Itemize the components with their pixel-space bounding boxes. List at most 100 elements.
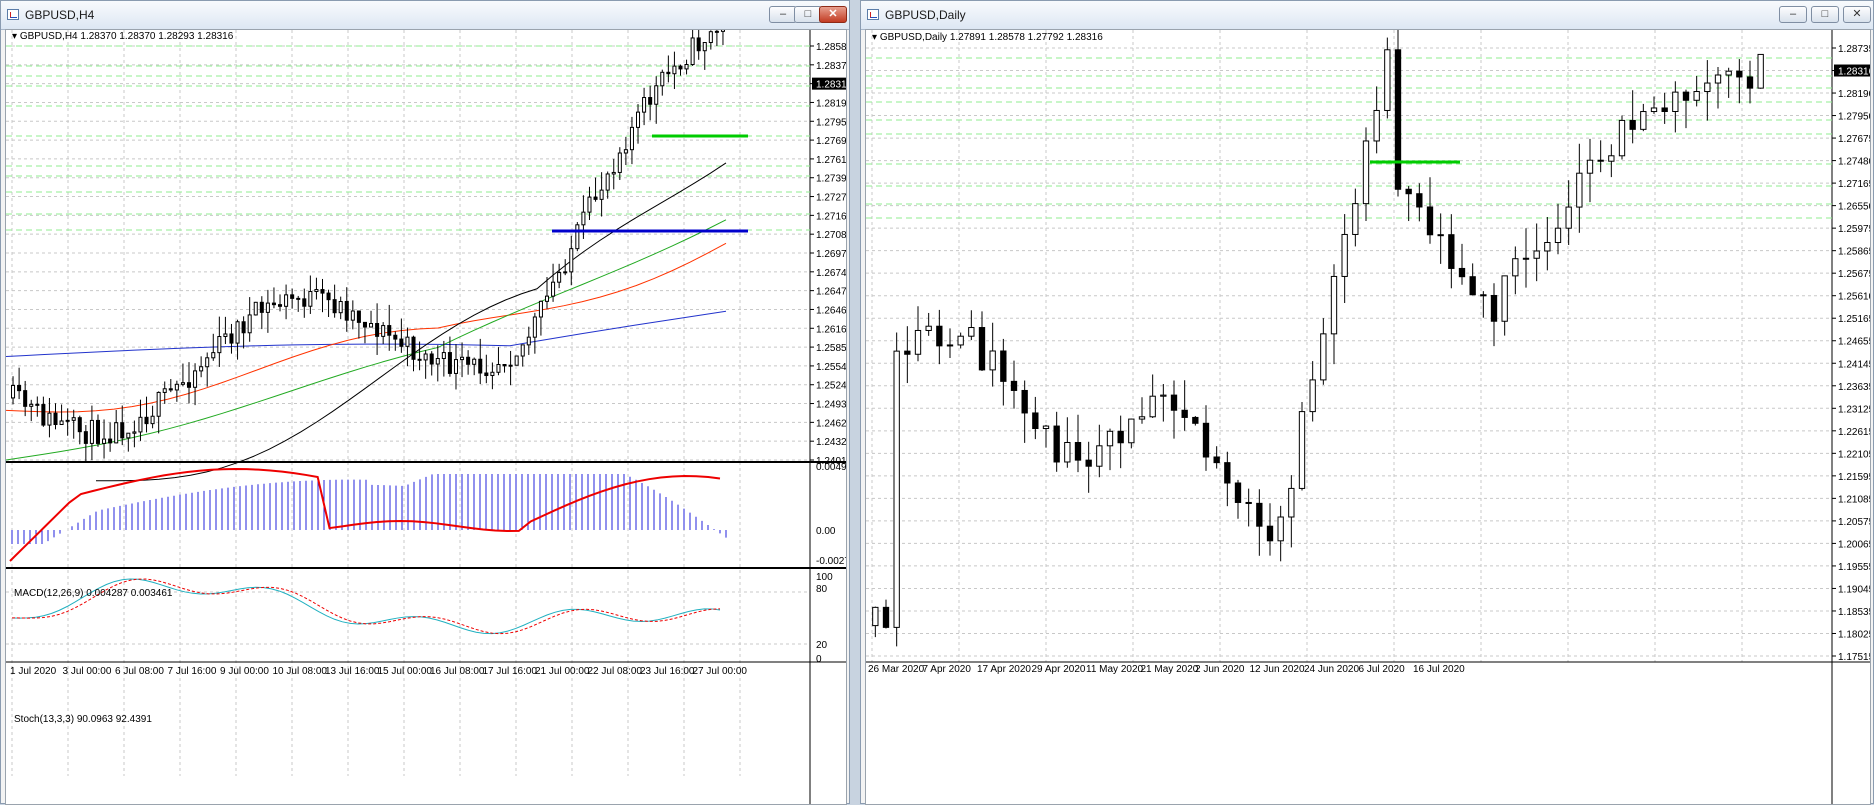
price-axis-label: 1.27950 — [816, 117, 847, 128]
daily-candle — [1490, 294, 1498, 322]
h4-chart-header: ▾ GBPUSD,H4 1.28370 1.28370 1.28293 1.28… — [12, 31, 234, 42]
h4-candle — [278, 304, 283, 307]
daily-candle — [1565, 206, 1572, 229]
h4-chart-canvas[interactable]: 1.28580 1.28375 1.28316 1.28190 1.27950 1.276… — [6, 30, 847, 805]
price-axis-label: 1.24655 — [1838, 337, 1871, 348]
h4-candle — [538, 300, 543, 318]
time-axis-label: 1 Jul 2020 — [10, 666, 57, 677]
h4-chart-window[interactable]: GBPUSD,H4 – □ ✕ 1.285801.283751.283161.2… — [0, 0, 850, 805]
h4-candle — [89, 419, 94, 444]
h4-price-chart[interactable]: 1.28580 1.28375 1.28316 1.28190 1.27950 1.276… — [5, 29, 847, 805]
daily-candle — [1640, 111, 1647, 130]
h4-candle — [314, 289, 319, 293]
time-axis-label: 16 Jul 2020 — [1413, 664, 1465, 675]
h4-candle — [684, 64, 689, 70]
daily-candle — [978, 327, 986, 371]
daily-candle — [882, 606, 890, 628]
price-axis-label: 1.18025 — [1838, 629, 1871, 640]
h4-candle — [369, 323, 374, 328]
close-button[interactable]: ✕ — [819, 6, 847, 23]
minimize-button[interactable]: – — [1779, 6, 1807, 23]
daily-candle — [1362, 140, 1370, 205]
h4-candle — [193, 370, 198, 388]
time-axis-label: 10 Jul 08:00 — [273, 666, 328, 677]
h4-candle — [617, 152, 622, 173]
time-axis-label: 21 May 2020 — [1141, 664, 1199, 675]
h4-candle — [332, 299, 337, 314]
h4-candle — [180, 382, 185, 385]
price-axis-label: 1.21595 — [1838, 472, 1871, 483]
h4-candle — [393, 334, 398, 340]
h4-candle — [53, 412, 58, 426]
h4-candle — [65, 419, 70, 422]
daily-price-chart[interactable]: 1.28735 1.28316 1.28190 1.27950 1.27675 1.274… — [865, 29, 1871, 805]
daily-candle — [1288, 487, 1295, 518]
price-axis-label: 1.25865 — [1838, 247, 1871, 258]
daily-candle — [1341, 233, 1348, 277]
h4-candle — [338, 301, 343, 314]
h4-candle — [460, 356, 465, 361]
h4-candle — [447, 352, 452, 374]
daily-window-titlebar[interactable]: GBPUSD,Daily – □ ✕ — [861, 1, 1873, 30]
h4-candle — [575, 224, 580, 250]
price-axis-label: 1.27480 — [1838, 157, 1871, 168]
maximize-button[interactable]: □ — [1811, 6, 1839, 23]
h4-candle — [223, 333, 228, 338]
price-axis-label: 1.22615 — [1838, 427, 1871, 438]
daily-chart-canvas[interactable]: 1.28735 1.28316 1.28190 1.27950 1.27675 1.274… — [866, 30, 1871, 805]
daily-candle — [1554, 227, 1562, 244]
current-price-label: 1.28316 — [816, 80, 847, 91]
daily-chart-header: ▾ GBPUSD,Daily 1.27891 1.28578 1.27792 1… — [872, 32, 1103, 43]
time-axis-label: 7 Apr 2020 — [923, 664, 972, 675]
stoch-scale-label: 0 — [816, 654, 822, 665]
price-axis-label: 1.25975 — [1838, 224, 1871, 235]
daily-chart-window[interactable]: GBPUSD,Daily – □ ✕ 1.28735 1.28316 1.28190… — [860, 0, 1874, 805]
stoch-signal-line — [11, 578, 721, 635]
daily-candle — [1000, 350, 1007, 382]
price-axis-label: 1.24930 — [816, 400, 847, 411]
time-axis-label: 3 Jul 00:00 — [63, 666, 112, 677]
daily-candle — [1533, 250, 1540, 259]
minimize-button[interactable]: – — [769, 6, 797, 23]
macd-scale-label: -0.002727 — [816, 556, 847, 567]
price-axis-label: 1.25675 — [1838, 269, 1871, 280]
h4-candle — [478, 358, 483, 374]
time-axis-label: 17 Apr 2020 — [977, 664, 1031, 675]
price-axis-label: 1.27080 — [816, 230, 847, 241]
h4-candle — [441, 352, 446, 360]
maximize-button[interactable]: □ — [794, 6, 822, 23]
h4-window-titlebar[interactable]: GBPUSD,H4 – □ ✕ — [1, 1, 849, 30]
time-axis-label: 6 Jul 08:00 — [115, 666, 164, 677]
chart-window-icon — [867, 9, 879, 20]
price-axis-label: 1.28190 — [1838, 89, 1871, 100]
daily-candle — [1608, 155, 1615, 162]
time-axis-label: 9 Jul 00:00 — [220, 666, 269, 677]
price-axis-label: 1.25610 — [1838, 292, 1871, 303]
price-axis-label: 1.25240 — [816, 381, 847, 392]
close-button[interactable]: ✕ — [1843, 6, 1871, 23]
h4-candle — [241, 321, 246, 334]
price-axis-label: 1.20575 — [1838, 517, 1871, 528]
stoch-scale-label: 20 — [816, 640, 828, 651]
h4-candle — [648, 97, 653, 105]
daily-candle — [1202, 422, 1210, 458]
h4-candle — [569, 248, 574, 273]
daily-candle — [1266, 525, 1274, 542]
daily-candle — [1170, 394, 1178, 411]
sma-red-line — [6, 242, 727, 413]
h4-candle — [247, 314, 252, 334]
h4-candle — [690, 37, 695, 66]
h4-candle — [678, 65, 683, 70]
h4-candle — [599, 189, 604, 200]
price-axis-label: 1.23125 — [1838, 404, 1871, 415]
h4-window-title: GBPUSD,H4 — [25, 8, 95, 22]
h4-candle — [714, 30, 719, 33]
stoch-scale-label: 80 — [816, 584, 828, 595]
h4-candle — [217, 336, 222, 354]
h4-candle — [593, 196, 598, 200]
h4-candle — [629, 126, 634, 151]
daily-candle — [1213, 456, 1220, 464]
daily-candle — [968, 327, 975, 337]
daily-candle — [1682, 91, 1690, 101]
stoch-label: Stoch(13,3,3) 90.0963 92.4391 — [14, 714, 152, 725]
